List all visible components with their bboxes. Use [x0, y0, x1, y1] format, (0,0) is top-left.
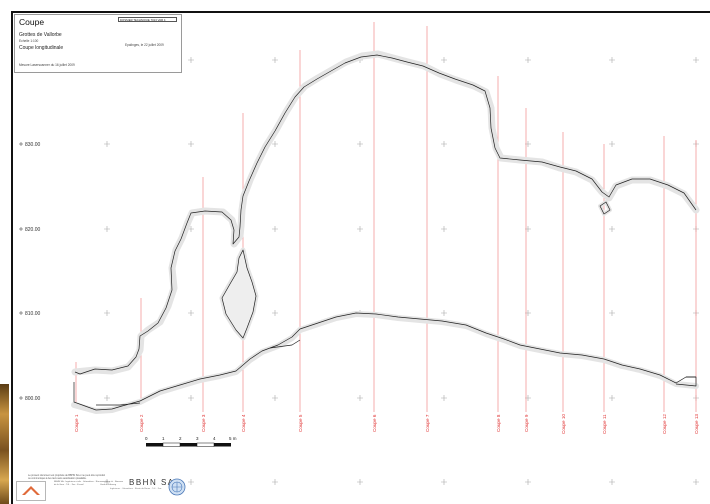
- grid-cross: [441, 141, 447, 147]
- scale-tick-1: 1: [162, 436, 165, 441]
- floor-right-end: [675, 376, 697, 387]
- scale-tick-3: 3: [196, 436, 199, 441]
- copyright-note: Le présent document est propriété de BBH…: [28, 474, 105, 480]
- grid-cross: [357, 226, 363, 232]
- scale-tick-2: 2: [179, 436, 182, 441]
- grid-cross: [272, 141, 278, 147]
- grid-cross: [272, 226, 278, 232]
- small-concretion: [599, 201, 611, 215]
- grid-cross: [272, 57, 278, 63]
- office-info-secondary: www.bbhn.ch · Bureaux Vaud et Fribourg: [100, 481, 124, 486]
- sheet-border-top: [11, 11, 710, 13]
- grid-cross: [609, 395, 615, 401]
- grid-cross: [104, 395, 110, 401]
- company-name: BBHN SA: [129, 478, 175, 487]
- section-label-7: Coupe 7: [425, 414, 430, 432]
- section-label-4: Coupe 4: [241, 414, 246, 432]
- background-photo-edge: [0, 384, 9, 504]
- scale-bar-segment-3: [180, 443, 197, 447]
- scan-halo: [71, 50, 700, 414]
- cave-ceiling-profile: [74, 54, 697, 375]
- grid-cross: [272, 479, 278, 485]
- section-label-8: Coupe 8: [496, 414, 501, 432]
- company-logo-icon: [16, 481, 46, 501]
- grid-cross: [104, 310, 110, 316]
- drawing-date: Epalinges, le 22 juillet 2009: [125, 43, 164, 47]
- section-labels: Coupe 1 Coupe 2 Coupe 3 Coupe 4 Coupe 5 …: [74, 414, 699, 434]
- grid-crosses: [104, 57, 699, 485]
- grid-cross: [188, 57, 194, 63]
- top-margin: [0, 0, 710, 11]
- scale-tick-5: 5 m: [229, 436, 237, 441]
- grid-cross: [104, 479, 110, 485]
- scale-bar-segment-1: [146, 443, 163, 447]
- grid-cross: [188, 141, 194, 147]
- certification-emblem-icon: [168, 478, 186, 496]
- floor-detail-line: [96, 402, 141, 406]
- cave-outline: [73, 54, 697, 411]
- elevation-axis: 830.00 820.00 810.00 800.00: [19, 142, 41, 402]
- title-block: Coupe Grottes de Vallorbe Echelle 1:100 …: [14, 14, 182, 73]
- section-label-9: Coupe 9: [524, 414, 529, 432]
- grid-cross: [609, 310, 615, 316]
- scale-bar-segment-2: [162, 442, 181, 447]
- section-label-1: Coupe 1: [74, 414, 79, 432]
- survey-note: Mesure Laserscanner du 16 juillet 2009: [19, 63, 75, 67]
- elevation-label-830: 830.00: [25, 142, 41, 148]
- grid-cross: [441, 479, 447, 485]
- dossier-reference: DOSSIER TECHNIQUE 7013 VAR 4: [118, 17, 177, 22]
- sheet-border-left: [11, 11, 13, 504]
- office-info: BBHN SA · Ingénieurs civils · Géomètres …: [54, 481, 100, 486]
- section-label-11: Coupe 11: [602, 414, 607, 434]
- grid-cross: [441, 226, 447, 232]
- floor-detail-step: [269, 339, 301, 349]
- view-type: Coupe longitudinale: [19, 45, 64, 51]
- elevation-label-800: 800.00: [25, 396, 41, 402]
- cave-floor-profile: [73, 312, 696, 411]
- scale-bar: 0 1 2 3 4 5 m: [145, 436, 237, 447]
- grid-cross: [525, 479, 531, 485]
- grid-cross: [693, 57, 699, 63]
- section-label-10: Coupe 10: [561, 414, 566, 434]
- site-name: Grottes de Vallorbe: [19, 32, 62, 38]
- scale-tick-4: 4: [213, 436, 216, 441]
- elevation-label-820: 820.00: [25, 227, 41, 233]
- grid-cross: [609, 226, 615, 232]
- grid-cross: [609, 479, 615, 485]
- section-label-2: Coupe 2: [139, 414, 144, 432]
- grid-cross: [357, 479, 363, 485]
- company-address: Ingénieurs · Géomètres · Route de Berne …: [110, 488, 162, 490]
- grid-cross: [104, 141, 110, 147]
- drawing-title: Coupe: [19, 17, 45, 27]
- grid-cross: [188, 395, 194, 401]
- section-label-12: Coupe 12: [662, 414, 667, 434]
- grid-cross: [609, 57, 615, 63]
- grid-cross: [441, 395, 447, 401]
- section-label-6: Coupe 6: [372, 414, 377, 432]
- elevation-label-810: 810.00: [25, 311, 41, 317]
- section-lines: [75, 22, 697, 412]
- grid-cross: [104, 226, 110, 232]
- grid-cross: [693, 479, 699, 485]
- grid-cross: [525, 57, 531, 63]
- grid-cross: [272, 310, 278, 316]
- grid-cross: [188, 479, 194, 485]
- scale-tick-0: 0: [145, 436, 148, 441]
- section-label-13: Coupe 13: [694, 414, 699, 434]
- grid-cross: [357, 141, 363, 147]
- drawing-scale: Echelle 1:100: [19, 39, 39, 43]
- grid-cross: [357, 395, 363, 401]
- grid-cross: [441, 57, 447, 63]
- grid-cross: [272, 395, 278, 401]
- grid-cross: [188, 310, 194, 316]
- grid-cross: [609, 141, 615, 147]
- section-label-5: Coupe 5: [298, 414, 303, 432]
- rock-pillar: [221, 249, 257, 339]
- scale-bar-segment-5: [214, 443, 231, 447]
- grid-cross: [441, 310, 447, 316]
- scale-bar-segment-4: [196, 442, 215, 447]
- section-label-3: Coupe 3: [201, 414, 206, 432]
